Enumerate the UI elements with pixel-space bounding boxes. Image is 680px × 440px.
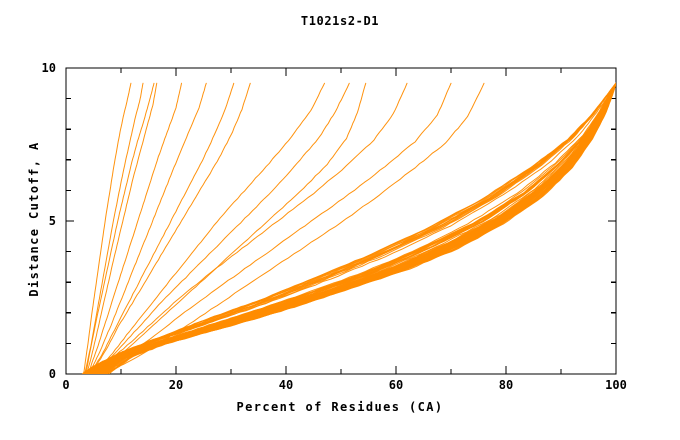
- series-curve: [92, 82, 616, 374]
- series-curve: [92, 82, 616, 374]
- series-curve: [93, 82, 616, 374]
- series-curve: [91, 82, 616, 374]
- series-curve: [82, 82, 616, 374]
- series-curve: [93, 82, 325, 374]
- series-curve: [82, 82, 616, 374]
- series-curve: [83, 82, 132, 374]
- series-curve: [90, 82, 616, 374]
- series-curve: [95, 82, 616, 374]
- series-curve: [93, 82, 616, 374]
- series-curve: [85, 82, 616, 374]
- x-tick-label: 20: [168, 378, 184, 392]
- series-curve: [88, 82, 616, 374]
- axis-ticks: [65, 67, 617, 375]
- x-tick-label: 40: [278, 378, 294, 392]
- series-curve: [82, 82, 616, 374]
- series-curve: [83, 82, 616, 374]
- series-curve: [88, 82, 207, 374]
- series-curve: [96, 82, 616, 374]
- series-curve: [84, 82, 616, 374]
- series-curve: [107, 82, 616, 374]
- series-curve: [86, 82, 158, 374]
- series-curve: [82, 82, 616, 374]
- series-curve: [87, 82, 182, 374]
- series-curve: [95, 82, 616, 374]
- y-tick-label: 10: [41, 61, 56, 75]
- series-curve: [94, 82, 350, 374]
- x-tick-label: 80: [498, 378, 514, 392]
- series-curve: [83, 82, 616, 374]
- series-curve: [88, 82, 616, 374]
- series-curve: [91, 82, 616, 374]
- series-curve: [90, 82, 251, 374]
- series-curve: [83, 82, 616, 374]
- y-tick-label: 0: [48, 367, 56, 381]
- series-curve: [83, 82, 616, 374]
- series-curve: [84, 82, 616, 374]
- y-tick-label: 5: [48, 214, 56, 228]
- series-curve: [85, 82, 155, 374]
- series-curve: [85, 82, 616, 374]
- x-tick-label: 0: [62, 378, 70, 392]
- series-curve: [84, 82, 616, 374]
- series-curve: [90, 82, 616, 374]
- series-curve: [91, 82, 616, 374]
- series-curve: [82, 82, 616, 374]
- series-curve: [95, 82, 616, 374]
- series-curve: [82, 82, 616, 374]
- x-tick-label: 60: [388, 378, 404, 392]
- series-curve: [88, 82, 616, 374]
- series-curve: [92, 82, 616, 374]
- series-curve: [84, 82, 616, 374]
- series-curve: [89, 82, 235, 374]
- series-curve: [94, 82, 616, 374]
- series-curve: [96, 82, 616, 374]
- series-curve: [91, 82, 616, 374]
- plot-frame: [65, 67, 617, 375]
- x-axis-label: Percent of Residues (CA): [236, 400, 444, 414]
- series-curve: [83, 82, 616, 374]
- series-curve: [98, 82, 452, 374]
- series-group: [82, 82, 616, 374]
- series-curve: [102, 82, 616, 374]
- series-curve: [95, 82, 367, 374]
- series-curve: [82, 82, 616, 374]
- series-curve: [84, 82, 616, 374]
- series-curve: [88, 82, 616, 374]
- series-curve: [91, 82, 408, 374]
- chart-title: T1021s2-D1: [300, 14, 380, 28]
- series-curve: [93, 82, 616, 374]
- series-curve: [82, 82, 616, 374]
- series-curve: [82, 82, 616, 374]
- series-curve: [84, 82, 616, 374]
- x-tick-label: 100: [605, 378, 627, 392]
- series-curve: [84, 82, 616, 374]
- series-curve: [94, 82, 616, 374]
- series-curve: [97, 82, 616, 374]
- series-curve: [82, 82, 616, 374]
- series-curve: [83, 82, 616, 374]
- series-curve: [85, 82, 616, 374]
- series-curve: [97, 82, 616, 374]
- series-curve: [83, 82, 616, 374]
- series-curve: [84, 82, 144, 374]
- series-curve: [93, 82, 616, 374]
